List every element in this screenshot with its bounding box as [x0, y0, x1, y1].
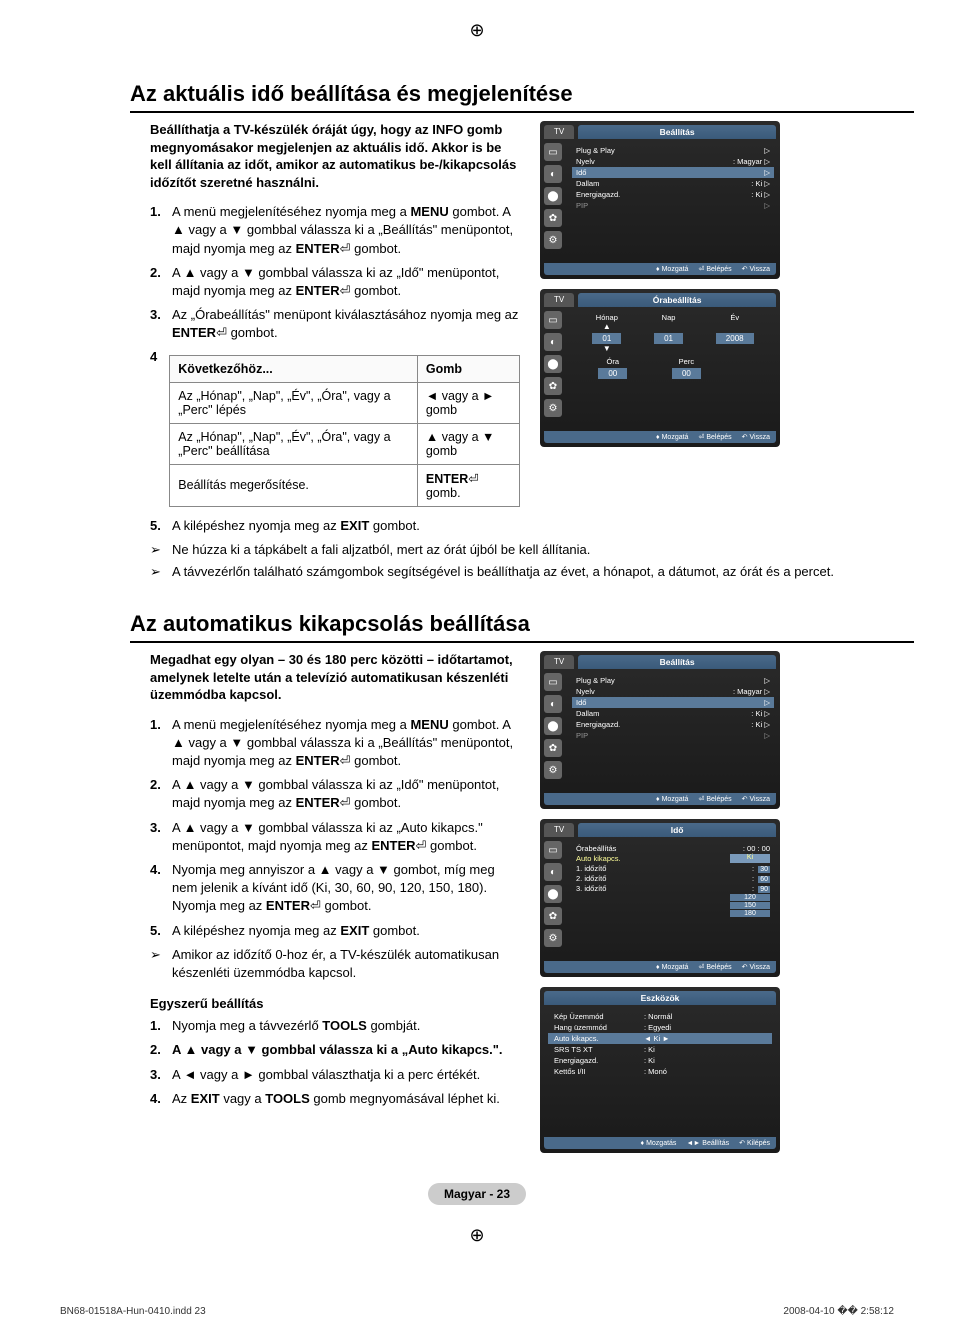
tv-screen-setup-2: TVBeállítás ▭◐⬤✿⚙ Plug & Play▷ Nyelv: Ma… — [540, 651, 780, 809]
section-auto-off: Az automatikus kikapcsolás beállítása Me… — [40, 611, 914, 1153]
note: ➢Amikor az időzítő 0-hoz ér, a TV-készül… — [150, 946, 520, 982]
tv-screen-time: TVIdő ▭◐⬤✿⚙ Órabeállítás: 00 : 00 Auto k… — [540, 819, 780, 977]
easy-steps-list: 1.Nyomja meg a távvezérlő TOOLS gombját.… — [150, 1017, 520, 1108]
page-footer: Magyar - 23 — [40, 1183, 914, 1205]
file-name: BN68-01518A-Hun-0410.indd 23 — [60, 1306, 206, 1317]
steps-list-cont: 5.A kilépéshez nyomja meg az EXIT gombot… — [150, 517, 914, 535]
section-title: Az automatikus kikapcsolás beállítása — [130, 611, 914, 643]
note: ➢A távvezérlőn található számgombok segí… — [150, 563, 914, 581]
tv-screen-setup: TVBeállítás ▭◐⬤✿⚙ Plug & Play▷ Nyelv: Ma… — [540, 121, 780, 279]
navigation-table: Következőhöz...Gomb Az „Hónap", „Nap", „… — [169, 355, 520, 507]
registration-mark: ⊕ — [40, 20, 914, 41]
print-footer: BN68-01518A-Hun-0410.indd 23 2008-04-10 … — [40, 1306, 914, 1317]
section-time-setting: Az aktuális idő beállítása és megjelenít… — [40, 81, 914, 581]
tv-screen-tools: Eszközök Kép Üzemmód: Normál Hang üzemmó… — [540, 987, 780, 1153]
intro-text: Beállíthatja a TV-készülék óráját úgy, h… — [150, 121, 520, 191]
tv-screen-clock: TVÓrabeállítás ▭◐⬤✿⚙ Hónap▲01▼ Nap 01 Év… — [540, 289, 780, 447]
section-title: Az aktuális idő beállítása és megjelenít… — [130, 81, 914, 113]
steps-list: 1.A menü megjelenítéséhez nyomja meg a M… — [150, 716, 520, 940]
timestamp: 2008-04-10 �� 2:58:12 — [783, 1306, 894, 1317]
note: ➢Ne húzza ki a tápkábelt a fali aljzatbó… — [150, 541, 914, 559]
steps-list: 1.A menü megjelenítéséhez nyomja meg a M… — [150, 203, 520, 342]
intro-text: Megadhat egy olyan – 30 és 180 perc közö… — [150, 651, 520, 704]
subsection-title: Egyszerű beállítás — [150, 996, 520, 1011]
registration-mark-bottom: ⊕ — [40, 1225, 914, 1246]
page-number-badge: Magyar - 23 — [428, 1183, 526, 1205]
